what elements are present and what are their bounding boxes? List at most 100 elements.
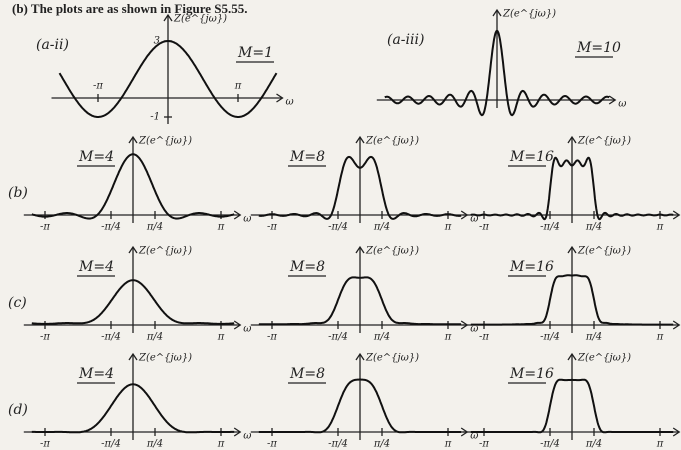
x-arrow bbox=[233, 210, 242, 220]
x-arrow bbox=[672, 210, 681, 220]
x-label: ω bbox=[618, 99, 626, 110]
y-label: Z(e^{jω}) bbox=[502, 9, 556, 20]
curve bbox=[31, 153, 235, 220]
y-label: Z(e^{jω}) bbox=[138, 353, 192, 364]
x-tick-label: -π/4 bbox=[328, 222, 348, 233]
curve bbox=[470, 378, 674, 434]
x-tick-label: π/4 bbox=[585, 332, 602, 343]
x-tick-label: π/4 bbox=[146, 439, 163, 450]
row-label: (b) bbox=[8, 185, 28, 201]
x-arrow bbox=[233, 427, 242, 437]
curve bbox=[258, 276, 462, 326]
m-label: M=16 bbox=[509, 259, 554, 275]
x-tick-label: -π bbox=[479, 332, 489, 343]
x-tick-label: -π/4 bbox=[328, 439, 348, 450]
x-tick-label: -π/4 bbox=[101, 332, 121, 343]
x-arrow bbox=[608, 95, 617, 105]
x-label: ω bbox=[243, 214, 251, 225]
curve bbox=[470, 274, 674, 326]
x-tick-label: π/4 bbox=[585, 222, 602, 233]
x-arrow bbox=[672, 427, 681, 437]
y-arrow bbox=[128, 135, 138, 144]
y-arrow bbox=[355, 135, 365, 144]
curve bbox=[258, 378, 462, 434]
y-label: Z(e^{jω}) bbox=[365, 353, 419, 364]
x-label: ω bbox=[470, 214, 478, 225]
x-tick-label: -π bbox=[267, 222, 277, 233]
y-tick-label: 3 bbox=[154, 36, 160, 47]
m-label: M=8 bbox=[289, 259, 325, 275]
x-tick-label: -π bbox=[40, 439, 50, 450]
x-tick-label: -π bbox=[93, 81, 103, 92]
x-tick-label: π/4 bbox=[146, 332, 163, 343]
y-label: Z(e^{jω}) bbox=[577, 353, 631, 364]
x-tick-label: π/4 bbox=[146, 222, 163, 233]
m-label: M=16 bbox=[509, 149, 554, 165]
x-tick-label: -π bbox=[267, 332, 277, 343]
panel-tag: (a-iii) bbox=[387, 32, 424, 48]
x-tick-label: -π/4 bbox=[328, 332, 348, 343]
y-label: Z(e^{jω}) bbox=[138, 136, 192, 147]
panel-tag: (a-ii) bbox=[36, 37, 69, 53]
y-arrow bbox=[128, 352, 138, 361]
x-tick-label: -π/4 bbox=[540, 222, 560, 233]
row-label: (c) bbox=[8, 295, 27, 311]
curve bbox=[258, 155, 462, 220]
y-arrow bbox=[355, 245, 365, 254]
y-tick-label: -1 bbox=[150, 112, 160, 123]
x-tick-label: π bbox=[444, 439, 452, 450]
x-arrow bbox=[672, 320, 681, 330]
caption: (b) The plots are as shown in Figure S5.… bbox=[12, 1, 248, 16]
m-label: M=4 bbox=[78, 366, 114, 382]
x-label: ω bbox=[470, 324, 478, 335]
x-tick-label: π bbox=[217, 439, 225, 450]
curve bbox=[31, 279, 235, 325]
curve bbox=[58, 40, 278, 118]
curve bbox=[31, 383, 235, 434]
x-label: ω bbox=[243, 324, 251, 335]
x-label: ω bbox=[470, 431, 478, 442]
x-tick-label: π bbox=[217, 222, 225, 233]
x-tick-label: π bbox=[656, 222, 664, 233]
x-tick-label: -π bbox=[40, 222, 50, 233]
y-label: Z(e^{jω}) bbox=[365, 136, 419, 147]
x-tick-label: -π bbox=[479, 222, 489, 233]
m-label: M=16 bbox=[509, 366, 554, 382]
y-arrow bbox=[567, 135, 577, 144]
y-label: Z(e^{jω}) bbox=[365, 246, 419, 257]
y-arrow bbox=[567, 352, 577, 361]
x-arrow bbox=[276, 93, 284, 103]
x-tick-label: π bbox=[217, 332, 225, 343]
x-tick-label: π bbox=[444, 222, 452, 233]
x-tick-label: π bbox=[656, 439, 664, 450]
x-tick-label: π/4 bbox=[373, 222, 390, 233]
y-arrow bbox=[567, 245, 577, 254]
x-label: ω bbox=[286, 97, 294, 108]
x-arrow bbox=[233, 320, 242, 330]
m-label: M=4 bbox=[78, 149, 114, 165]
x-tick-label: π/4 bbox=[585, 439, 602, 450]
x-tick-label: π/4 bbox=[373, 439, 390, 450]
y-label: Z(e^{jω}) bbox=[577, 246, 631, 257]
x-tick-label: π bbox=[656, 332, 664, 343]
x-tick-label: π bbox=[444, 332, 452, 343]
x-tick-label: π bbox=[234, 81, 242, 92]
y-label: Z(e^{jω}) bbox=[138, 246, 192, 257]
y-label: Z(e^{jω}) bbox=[173, 14, 227, 25]
m-label: M=10 bbox=[576, 40, 621, 56]
m-label: M=8 bbox=[289, 149, 325, 165]
m-label: M=8 bbox=[289, 366, 325, 382]
x-tick-label: -π bbox=[40, 332, 50, 343]
curve bbox=[470, 156, 674, 221]
x-tick-label: -π bbox=[479, 439, 489, 450]
y-label: Z(e^{jω}) bbox=[577, 136, 631, 147]
curve bbox=[384, 29, 610, 117]
x-tick-label: -π/4 bbox=[540, 332, 560, 343]
y-arrow bbox=[163, 13, 173, 22]
x-tick-label: -π/4 bbox=[540, 439, 560, 450]
y-arrow bbox=[492, 8, 502, 17]
y-arrow bbox=[355, 352, 365, 361]
x-tick-label: -π/4 bbox=[101, 222, 121, 233]
x-tick-label: -π bbox=[267, 439, 277, 450]
